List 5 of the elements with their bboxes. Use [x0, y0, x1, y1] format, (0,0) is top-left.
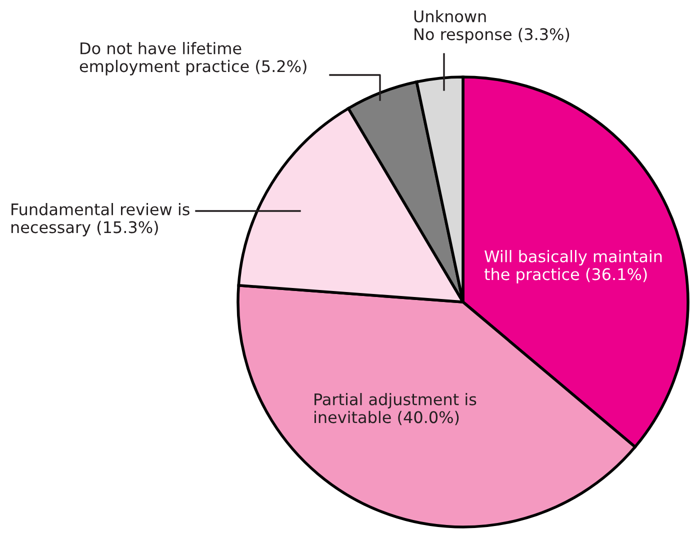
- slice-label: Partial adjustment is inevitable (40.0%): [314, 393, 476, 426]
- slice-label: Unknown No response (3.3%): [414, 10, 570, 44]
- slice-label: Fundamental review is necessary (15.3%): [11, 203, 190, 236]
- slice-label: Will basically maintain the practice (36.1%): [484, 250, 662, 284]
- slice-label: Do not have lifetime employment practice (5.2%): [80, 42, 306, 76]
